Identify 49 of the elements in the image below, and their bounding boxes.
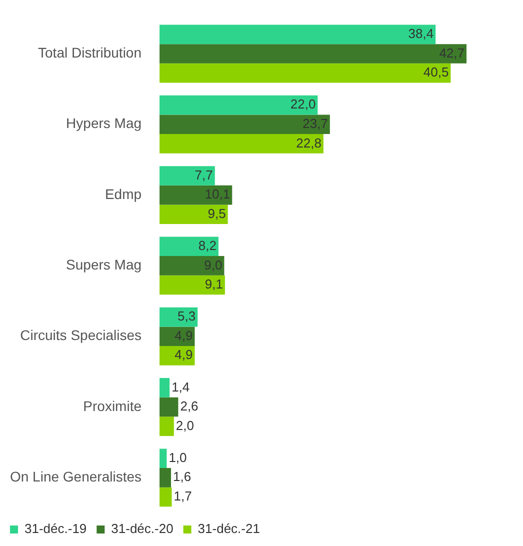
data-label: 9,1	[204, 276, 223, 292]
bar	[160, 275, 225, 295]
data-label: 5,3	[178, 308, 196, 324]
data-label: 1,0	[168, 450, 187, 465]
bar	[160, 24, 436, 44]
bar	[160, 236, 218, 256]
y-tick-label: Circuits Specialises	[20, 327, 142, 344]
legend-label: 31-déc.-20	[111, 521, 174, 536]
data-label: 42,7	[439, 45, 465, 60]
y-tick-label: Supers Mag	[66, 256, 142, 273]
data-label: 1,7	[174, 488, 192, 504]
data-label: 4,9	[174, 328, 193, 343]
legend-label: 31-déc.-19	[24, 521, 87, 536]
data-label: 4,9	[174, 347, 193, 362]
bar	[160, 95, 318, 115]
bar	[160, 204, 228, 224]
bar	[160, 416, 174, 436]
data-label: 2,6	[180, 398, 198, 414]
data-label: 38,4	[408, 26, 434, 41]
bar	[160, 185, 232, 205]
legend-label: 31-déc.-21	[198, 521, 260, 536]
data-label: 9,5	[208, 206, 226, 221]
bar	[160, 44, 467, 64]
y-tick-label: Hypers Mag	[66, 115, 142, 132]
bar	[160, 397, 178, 417]
data-label: 9,0	[204, 257, 222, 272]
bar	[160, 256, 224, 276]
bar	[160, 487, 172, 507]
bar	[160, 114, 330, 134]
bar	[160, 448, 167, 468]
bar	[160, 468, 172, 488]
data-label: 22,0	[290, 96, 316, 112]
data-label: 1,4	[172, 379, 190, 394]
data-label: 2,0	[176, 418, 194, 433]
data-label: 40,5	[423, 64, 449, 80]
data-label: 23,7	[302, 116, 328, 131]
bar	[160, 166, 215, 186]
bar	[160, 378, 170, 398]
bar	[160, 63, 451, 83]
y-tick-label: On Line Generalistes	[10, 468, 142, 485]
data-label: 22,8	[296, 135, 322, 150]
data-label: 8,2	[198, 238, 216, 253]
y-tick-label: Proximite	[83, 398, 142, 414]
data-label: 7,7	[194, 167, 213, 182]
y-tick-label: Edmp	[104, 186, 142, 202]
data-label: 10,1	[204, 186, 230, 202]
y-tick-label: Total Distribution	[38, 44, 142, 61]
bar	[160, 134, 324, 154]
data-label: 1,6	[173, 469, 192, 484]
